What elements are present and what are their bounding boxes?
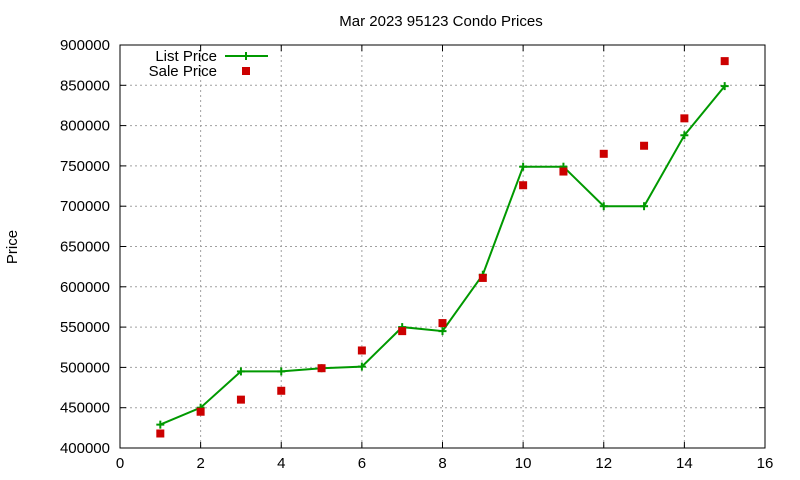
sale-price-point — [398, 327, 407, 336]
list-price-point — [438, 327, 447, 336]
sale-price-point — [196, 407, 205, 416]
y-tick-label: 800000 — [60, 118, 110, 135]
grid-lines — [120, 45, 765, 448]
legend-marker — [242, 52, 250, 60]
list-price-point — [680, 131, 689, 140]
sale-price-point — [438, 319, 447, 328]
y-tick-label: 750000 — [60, 158, 110, 175]
sale-price-point — [519, 181, 528, 190]
y-tick-label: 600000 — [60, 279, 110, 296]
sale-price-point — [317, 364, 326, 373]
sale-price-point — [236, 395, 245, 404]
list-price-point — [236, 367, 245, 376]
sale-price-point — [277, 386, 286, 395]
y-tick-label: 900000 — [60, 37, 110, 54]
legend-marker — [242, 67, 250, 75]
x-tick-label: 8 — [438, 455, 446, 472]
sale-price-point — [720, 57, 729, 66]
sale-price-point — [640, 141, 649, 150]
axis-ticks: 0 2 4 6 8 10 12 14 16 400000 450000 500000 550000 600… — [60, 37, 773, 472]
x-tick-label: 16 — [757, 455, 774, 472]
sale-price-point — [357, 346, 366, 355]
y-tick-label: 550000 — [60, 319, 110, 336]
list-price-point — [519, 162, 528, 171]
chart-title: Mar 2023 95123 Condo Prices — [339, 13, 542, 30]
x-tick-label: 12 — [595, 455, 612, 472]
y-axis-label: Price — [4, 230, 21, 264]
x-tick-label: 4 — [277, 455, 285, 472]
data-series — [156, 57, 729, 438]
legend-label: Sale Price — [149, 63, 217, 80]
x-tick-label: 0 — [116, 455, 124, 472]
y-tick-label: 400000 — [60, 440, 110, 457]
legend-label: List Price — [155, 48, 217, 65]
x-tick-label: 2 — [196, 455, 204, 472]
list-price-point — [277, 367, 286, 376]
y-tick-label: 650000 — [60, 239, 110, 256]
y-tick-label: 500000 — [60, 359, 110, 376]
x-tick-label: 10 — [515, 455, 532, 472]
list-price-point — [640, 202, 649, 211]
list-price-point — [357, 362, 366, 371]
sale-price-point — [680, 114, 689, 123]
sale-price-point — [559, 167, 568, 176]
sale-price-point — [599, 149, 608, 158]
y-tick-label: 450000 — [60, 400, 110, 417]
sale-price-point — [156, 429, 165, 438]
list-price-point — [156, 420, 165, 429]
y-tick-label: 700000 — [60, 198, 110, 215]
sale-price-point — [478, 273, 487, 282]
list-price-point — [720, 82, 729, 91]
y-tick-label: 850000 — [60, 77, 110, 94]
x-tick-label: 6 — [358, 455, 366, 472]
x-tick-label: 14 — [676, 455, 693, 472]
list-price-point — [599, 202, 608, 211]
plot-frame — [119, 44, 766, 449]
